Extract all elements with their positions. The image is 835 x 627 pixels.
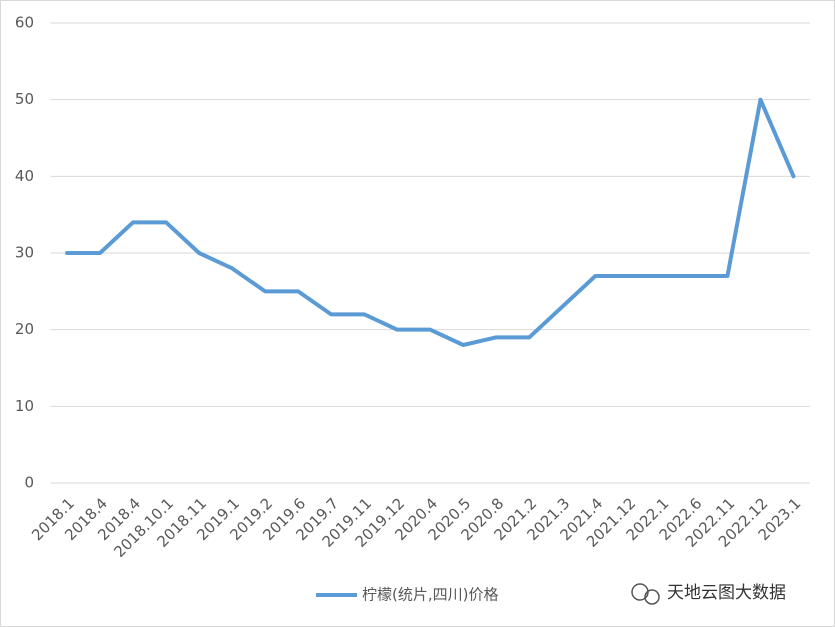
watermark: 天地云图大数据 xyxy=(667,583,786,603)
legend-label: 柠檬(统片,四川)价格 xyxy=(362,586,498,604)
y-tick-label: 0 xyxy=(24,474,34,492)
y-tick-label: 40 xyxy=(15,167,34,185)
watermark-icon xyxy=(631,583,660,605)
series-line xyxy=(65,97,796,347)
y-tick-label: 20 xyxy=(15,320,34,338)
y-tick-label: 30 xyxy=(15,244,34,262)
y-tick-label: 10 xyxy=(15,397,34,415)
y-tick-label: 50 xyxy=(15,90,34,108)
y-tick-label: 60 xyxy=(15,14,34,32)
